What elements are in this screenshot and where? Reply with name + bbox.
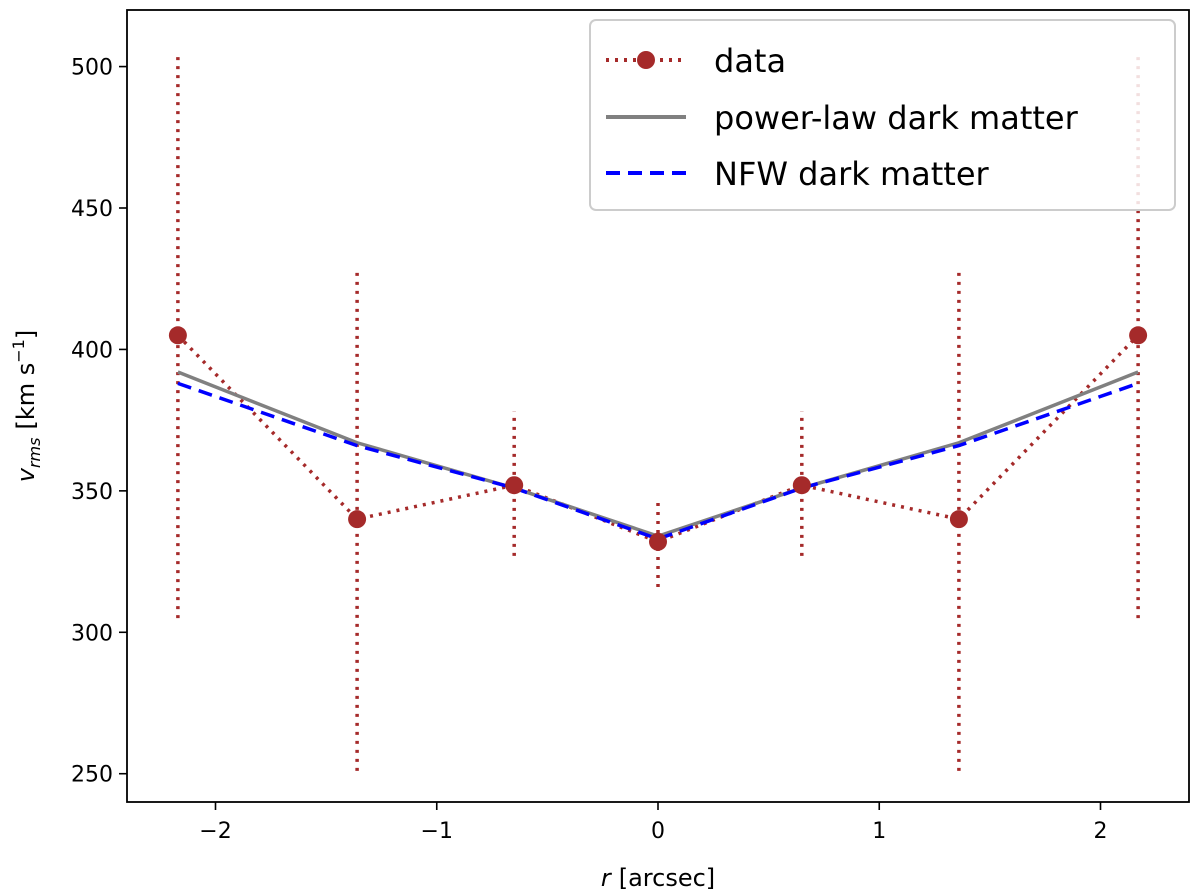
y-axis-label-sub: rms <box>25 438 44 469</box>
x-tick-label: 0 <box>651 819 665 844</box>
y-tick-label: 400 <box>71 338 113 363</box>
legend-power-law-label: power-law dark matter <box>714 99 1079 137</box>
y-axis-label-unit: [km s <box>12 363 40 430</box>
data-point <box>792 476 811 495</box>
x-tick-label: −1 <box>421 819 453 844</box>
y-tick-label: 300 <box>71 621 113 646</box>
data-point <box>1129 326 1148 345</box>
legend-data-swatch-marker <box>637 51 655 69</box>
x-tick-label: −2 <box>199 819 231 844</box>
data-point <box>949 510 968 529</box>
data-point <box>348 510 367 529</box>
data-point <box>505 476 524 495</box>
x-axis-label: r [arcsec] <box>601 864 715 892</box>
y-axis-label-close: ] <box>12 330 40 339</box>
y-tick-label: 350 <box>71 480 113 505</box>
y-tick-label: 250 <box>71 763 113 788</box>
nfw-line <box>177 381 1139 541</box>
data-point <box>168 326 187 345</box>
plot-frame <box>126 9 1190 803</box>
x-tick-label: 1 <box>872 819 886 844</box>
y-axis-label: vrms [km s−1] <box>9 330 44 482</box>
tick-layer: −2 −1 0 1 2 250 300 350 400 450 500 <box>71 56 1108 844</box>
x-axis-label-var: r <box>601 864 613 892</box>
y-tick-label: 450 <box>71 197 113 222</box>
legend-data-label: data <box>714 42 786 80</box>
data-point <box>649 532 667 551</box>
markers-layer <box>168 326 1148 551</box>
legend-frame <box>589 19 1176 211</box>
x-tick-label: 2 <box>1094 819 1108 844</box>
legend-nfw-label: NFW dark matter <box>714 155 990 193</box>
y-axis-label-base: v <box>12 467 40 482</box>
y-axis-label-sup: −1 <box>9 339 28 363</box>
y-tick-label: 500 <box>71 56 113 81</box>
x-axis-label-unit: [arcsec] <box>619 864 715 892</box>
legend: data power-law dark matter NFW dark matt… <box>589 19 1176 211</box>
